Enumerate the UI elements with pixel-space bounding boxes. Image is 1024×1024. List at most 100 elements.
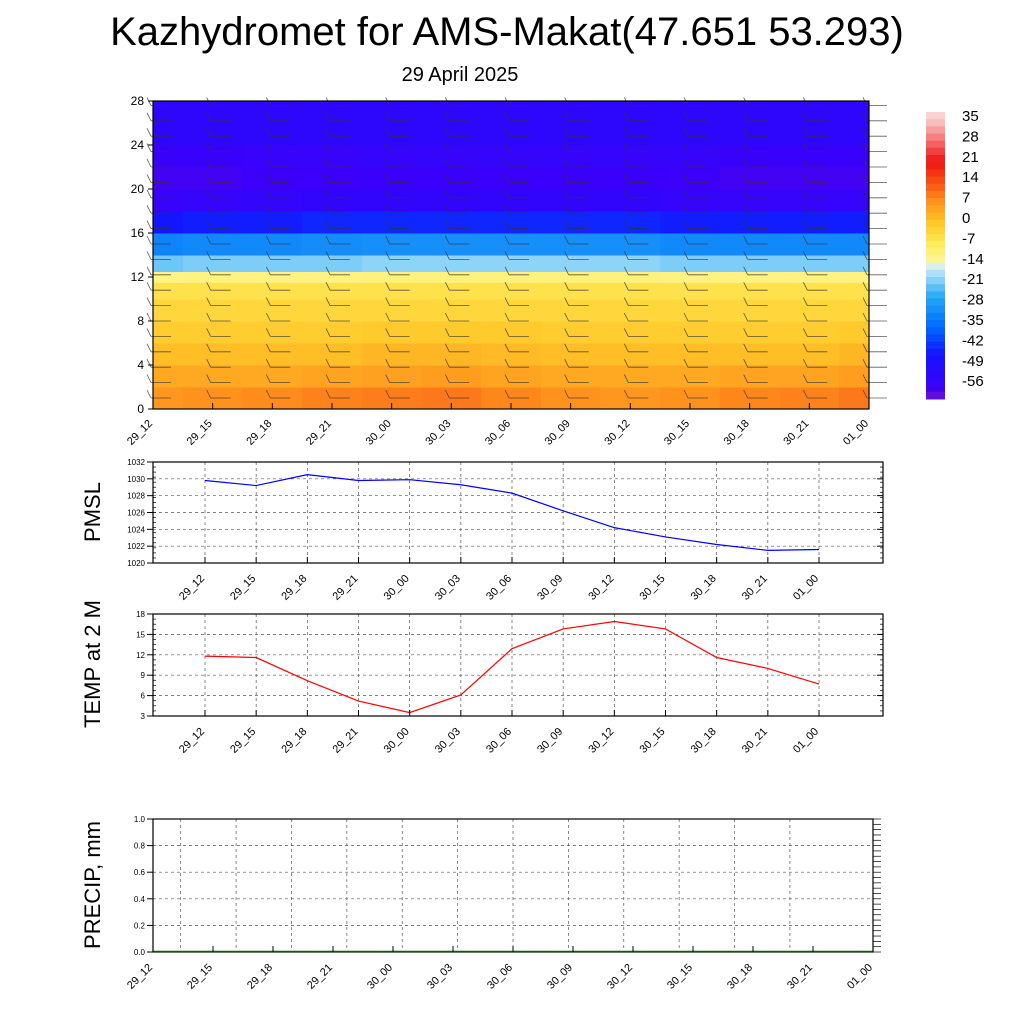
temperature-cell xyxy=(839,299,870,322)
wind-barb xyxy=(802,343,828,353)
wind-barb xyxy=(504,282,529,291)
pmsl-x-tick-label: 30_12 xyxy=(586,573,616,603)
temperature-cell xyxy=(779,145,840,168)
temperature-cell xyxy=(779,211,840,234)
temperature-cell xyxy=(153,145,184,168)
colorbar-swatch xyxy=(926,162,945,170)
wind-barb xyxy=(265,128,291,137)
wind-barb xyxy=(146,220,171,229)
colorbar-swatch xyxy=(926,377,945,386)
temp-x-tick-label: 30_03 xyxy=(433,726,463,756)
temperature-cell xyxy=(302,365,363,388)
temperature-cell xyxy=(779,365,840,388)
wind-barb xyxy=(265,158,291,168)
temperature-cell xyxy=(361,299,422,322)
wind-barb xyxy=(444,128,470,137)
wind-barb xyxy=(623,174,649,183)
temp-x-tick-label: 30_09 xyxy=(535,726,565,756)
temperature-cell xyxy=(839,167,870,190)
temperature-cell xyxy=(421,167,482,190)
wind-barb xyxy=(206,235,231,245)
wind-barb xyxy=(802,220,828,229)
colorbar-label: 0 xyxy=(962,210,970,227)
wind-barb xyxy=(206,220,231,229)
section-y-tick-label: 28 xyxy=(131,94,145,108)
temperature-cell xyxy=(779,101,840,146)
wind-barb xyxy=(504,266,529,276)
temperature-cell xyxy=(839,343,870,366)
wind-barb xyxy=(265,143,291,152)
temperature-cell xyxy=(600,101,661,146)
temperature-cell xyxy=(242,271,303,283)
temperature-cell xyxy=(481,321,542,344)
pmsl-x-tick-label: 01_00 xyxy=(791,573,821,603)
wind-barb xyxy=(862,220,887,229)
wind-barb xyxy=(444,297,470,306)
pmsl-y-axis-label: PMSL xyxy=(80,482,105,542)
wind-barb xyxy=(504,343,529,353)
precip-y-axis-label: PRECIP, mm xyxy=(80,821,105,949)
wind-barb xyxy=(385,266,410,276)
wind-barb xyxy=(504,389,529,399)
pmsl-x-tick-label: 30_09 xyxy=(535,573,565,603)
colorbar-swatch xyxy=(926,205,945,213)
wind-barb xyxy=(862,112,887,122)
temperature-cell xyxy=(719,167,780,190)
temperature-cell xyxy=(839,101,870,146)
wind-barb xyxy=(444,112,470,122)
chart-subtitle: 29 April 2025 xyxy=(401,64,519,86)
wind-barb xyxy=(325,297,350,306)
wind-barb xyxy=(146,251,171,260)
wind-barb xyxy=(385,235,410,245)
wind-barb xyxy=(862,205,887,214)
wind-barb xyxy=(206,328,231,337)
wind-barb xyxy=(623,143,649,152)
wind-barb xyxy=(325,374,350,383)
wind-barb xyxy=(743,189,768,199)
wind-barb xyxy=(802,328,828,337)
temperature-cell xyxy=(660,343,721,366)
temperature-cell xyxy=(839,189,870,212)
wind-barb xyxy=(385,374,410,383)
precip-x-tick-label: 30_00 xyxy=(365,962,395,992)
temperature-cell xyxy=(421,145,482,168)
wind-barb xyxy=(623,235,649,245)
temperature-cell xyxy=(302,255,363,272)
wind-barb xyxy=(683,266,708,276)
pmsl-x-tick-label: 29_18 xyxy=(279,573,309,603)
pmsl-x-tick-label: 30_06 xyxy=(484,573,514,603)
pmsl-x-tick-label: 30_18 xyxy=(689,573,719,603)
colorbar-label: -14 xyxy=(962,251,984,268)
wind-barb xyxy=(862,128,887,137)
temperature-cell xyxy=(182,211,243,234)
wind-barb xyxy=(683,205,708,214)
colorbar-swatch xyxy=(926,133,945,142)
temperature-cell xyxy=(719,321,780,344)
temperature-cell xyxy=(600,299,661,322)
section-y-tick-label: 0 xyxy=(137,402,144,416)
wind-barb xyxy=(504,359,529,368)
temperature-cell xyxy=(481,145,542,168)
temperature-cell xyxy=(540,189,601,212)
colorbar-swatch xyxy=(926,198,945,206)
wind-barb xyxy=(743,266,768,276)
wind-barb xyxy=(206,374,231,383)
temperature-cell xyxy=(600,321,661,344)
temperature-cell xyxy=(182,189,243,212)
temperature-cell xyxy=(182,282,243,300)
temperature-cell xyxy=(182,321,243,344)
wind-barb xyxy=(504,374,529,383)
colorbar-label: 35 xyxy=(962,108,979,125)
wind-barb xyxy=(146,374,171,383)
section-x-tick-label: 30_21 xyxy=(781,418,811,448)
pmsl-x-tick-label: 29_12 xyxy=(177,573,207,603)
wind-barb xyxy=(265,312,291,322)
pmsl-x-tick-label: 29_15 xyxy=(228,573,258,603)
wind-barb xyxy=(683,328,708,337)
wind-barb xyxy=(385,158,410,168)
wind-barb xyxy=(265,174,291,183)
wind-barb xyxy=(683,343,708,353)
wind-barb xyxy=(862,143,887,152)
temperature-cell xyxy=(540,343,601,366)
temperature-cell xyxy=(839,255,870,272)
